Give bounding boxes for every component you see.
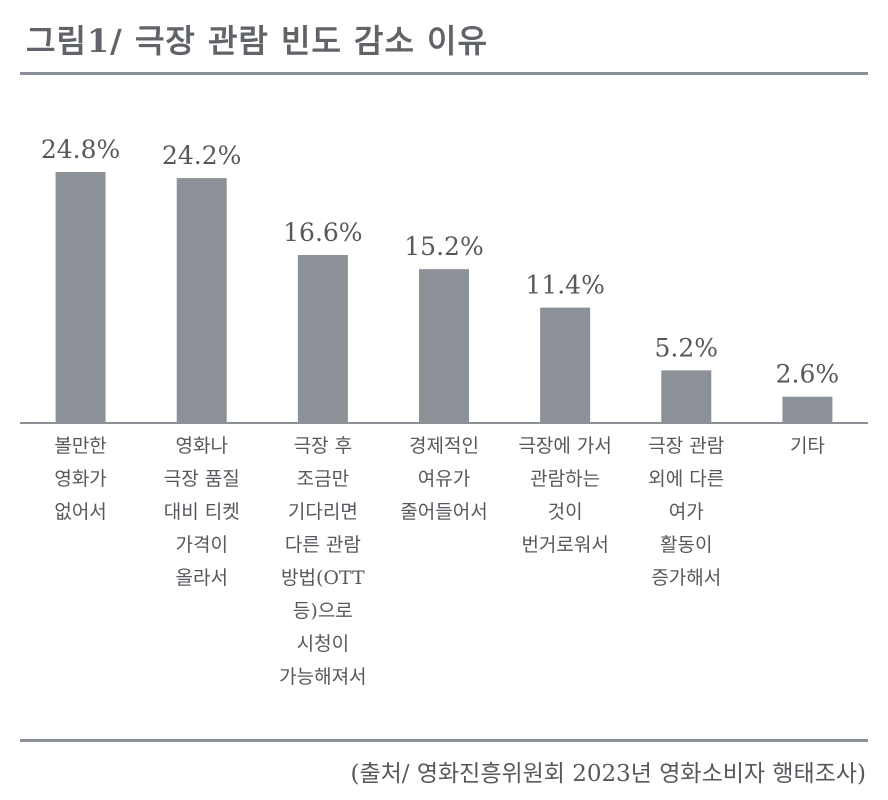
category-label: 경제적인	[409, 435, 479, 457]
bottom-divider	[20, 739, 868, 742]
category-label: 활동이	[660, 534, 712, 556]
bar	[782, 396, 833, 423]
category-label: 시청이	[297, 633, 349, 655]
category-label: 번거로워서	[521, 534, 608, 556]
bar-value-label: 24.8%	[41, 135, 120, 164]
bar-value-label: 15.2%	[404, 232, 483, 261]
bar	[661, 370, 712, 423]
chart-title: 그림1/ 극장 관람 빈도 감소 이유	[26, 22, 488, 60]
bar	[540, 307, 591, 423]
top-divider	[20, 72, 868, 75]
category-label: 올라서	[175, 567, 227, 589]
category-label: 볼만한	[54, 435, 106, 457]
bar-value-label: 11.4%	[525, 271, 604, 300]
category-label: 조금만	[297, 468, 349, 490]
bar-value-label: 2.6%	[776, 360, 840, 389]
category-label: 방법(OTT	[281, 567, 365, 589]
category-label: 기다리면	[288, 501, 358, 523]
bar-value-label: 24.2%	[162, 141, 241, 170]
category-label: 증가해서	[651, 567, 721, 589]
category-label: 극장 관람	[648, 435, 724, 457]
category-label: 다른 관람	[285, 534, 361, 556]
category-label: 영화나	[175, 435, 227, 457]
category-label: 가능해져서	[279, 666, 366, 688]
category-label: 영화가	[54, 468, 106, 490]
category-label: 관람하는	[530, 468, 600, 490]
category-label: 것이	[548, 501, 583, 523]
category-label: 가격이	[175, 534, 227, 556]
category-label: 외에 다른	[648, 468, 724, 490]
bar-value-label: 5.2%	[655, 333, 719, 362]
category-label: 극장 후	[294, 435, 352, 457]
category-label: 등)으로	[293, 600, 353, 622]
bar	[176, 178, 227, 423]
category-label: 줄어들어서	[400, 501, 487, 523]
bar	[297, 255, 348, 423]
bar	[55, 172, 106, 423]
bar	[419, 269, 469, 423]
category-label: 여가	[669, 501, 704, 523]
source-note: (출처/ 영화진흥위원회 2023년 영화소비자 행태조사)	[350, 761, 866, 787]
category-label: 극장에 가서	[518, 435, 611, 457]
category-label: 없어서	[54, 501, 106, 523]
category-label: 대비 티켓	[164, 501, 240, 523]
category-label: 여유가	[418, 468, 470, 490]
category-label: 기타	[790, 435, 825, 457]
bar-value-label: 16.6%	[283, 218, 362, 247]
category-label: 극장 품질	[164, 468, 240, 490]
